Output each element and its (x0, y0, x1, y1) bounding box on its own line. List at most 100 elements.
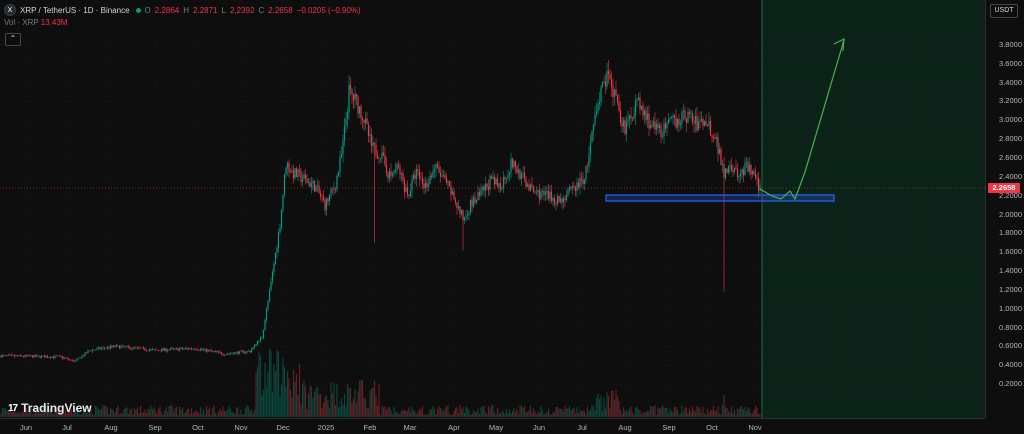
candle-body (321, 196, 323, 197)
tradingview-logo[interactable]: 17 TradingView (8, 401, 92, 415)
volume-bar (259, 355, 262, 417)
candle-body (399, 166, 401, 175)
volume-bar (187, 408, 190, 417)
price-axis[interactable]: 3.8000 3.6000 3.4000 3.2000 3.0000 2.8000 2.60… (985, 0, 1024, 418)
candle-body (106, 346, 109, 349)
candle-body (357, 97, 359, 114)
time-axis-label: Nov (748, 423, 762, 432)
volume-bar (249, 410, 251, 417)
volume-bar (471, 414, 473, 417)
candle-body (655, 123, 658, 130)
volume-bar (517, 414, 520, 417)
candle-body (487, 186, 490, 190)
volume-bar (241, 414, 244, 417)
volume-bar (343, 393, 346, 417)
time-axis-label: Aug (104, 423, 118, 432)
volume-bar (178, 406, 181, 417)
candle-body (636, 100, 638, 102)
volume-bar (367, 408, 370, 417)
candle-body (745, 162, 748, 163)
candle-body (192, 348, 194, 350)
candle-body (639, 97, 641, 110)
volume-bar (409, 412, 412, 417)
volume-bar (333, 382, 335, 417)
candle-body (552, 198, 554, 201)
volume-bar (426, 414, 428, 417)
candle-body (681, 111, 683, 124)
volume-bar (393, 407, 395, 417)
volume-bar (759, 414, 761, 417)
candle-body (187, 348, 190, 350)
price-chart[interactable] (0, 0, 985, 418)
symbol-title[interactable]: XRP / TetherUS · 1D · Binance (20, 5, 130, 15)
candle-body (622, 120, 625, 127)
price-axis-label: 2.0000 (999, 209, 1022, 219)
projection-path[interactable] (759, 39, 845, 201)
volume-bar (192, 413, 194, 417)
candle-body (259, 338, 262, 341)
volume-bar (190, 408, 193, 417)
volume-bar (234, 413, 236, 417)
volume-bar (460, 409, 463, 417)
volume-bar (160, 411, 163, 417)
volume-bar (711, 410, 713, 417)
volume-bar (505, 409, 508, 417)
candle-body (196, 349, 199, 351)
volume-bar (352, 398, 355, 417)
candle-body (396, 164, 398, 170)
candle-body (175, 348, 178, 349)
candle-body (333, 189, 335, 190)
candle-body (711, 135, 713, 137)
candle-body (262, 329, 265, 338)
volume-bar (213, 405, 215, 417)
candle-body (754, 173, 757, 178)
candle-body (417, 169, 419, 171)
volume-bar (117, 405, 119, 417)
volume-bar (69, 411, 71, 417)
volume-bar (58, 408, 61, 417)
collapse-legend-button[interactable]: ⌃ (5, 33, 21, 46)
volume-legend[interactable]: Vol · XRP 13.43M (4, 18, 67, 27)
candle-body (582, 179, 584, 184)
volume-bar (298, 363, 301, 417)
candle-body (489, 176, 491, 190)
candle-body (328, 194, 331, 202)
volume-bar (552, 412, 554, 417)
volume-bar (676, 409, 679, 417)
candle-body (712, 136, 715, 139)
price-axis-label: 1.6000 (999, 247, 1022, 257)
candle-body (12, 354, 14, 356)
volume-bar (441, 410, 443, 417)
candle-body (429, 175, 431, 185)
candle-body (603, 81, 605, 83)
candle-body (634, 101, 637, 116)
candle-body (607, 71, 610, 75)
volume-bar (447, 405, 449, 417)
chart-plot-area[interactable] (0, 0, 985, 418)
time-axis[interactable]: Jun Jul Aug Sep Oct Nov Dec 2025 Feb Mar Apr May Jun… (0, 418, 985, 434)
candle-body (550, 191, 553, 201)
candle-body (381, 152, 383, 159)
volume-bar (405, 410, 407, 417)
candle-body (25, 355, 28, 356)
volume-bar (54, 405, 56, 417)
candle-body (598, 102, 601, 105)
high-value: 2.2871 (193, 5, 218, 15)
volume-bar (183, 412, 185, 417)
candle-body (469, 200, 472, 213)
volume-bar (6, 410, 8, 417)
time-axis-label: Jul (62, 423, 72, 432)
candle-body (145, 350, 148, 351)
currency-button[interactable]: USDT (990, 4, 1018, 18)
support-zone[interactable] (605, 194, 835, 202)
volume-bar (714, 410, 716, 417)
candle-body (517, 169, 520, 173)
volume-bar (396, 410, 398, 417)
candle-body (481, 186, 484, 190)
volume-bar (211, 408, 214, 417)
volume-bar (169, 406, 172, 417)
volume-bar (63, 413, 65, 417)
candle-body (612, 85, 614, 97)
volume-bar (499, 413, 502, 417)
